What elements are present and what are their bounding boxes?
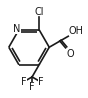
Text: Cl: Cl <box>34 7 44 17</box>
Text: F: F <box>21 77 26 87</box>
Text: F: F <box>29 82 35 92</box>
Text: F: F <box>38 77 44 87</box>
Text: OH: OH <box>69 26 84 36</box>
Text: O: O <box>66 49 74 59</box>
Text: N: N <box>13 24 21 34</box>
